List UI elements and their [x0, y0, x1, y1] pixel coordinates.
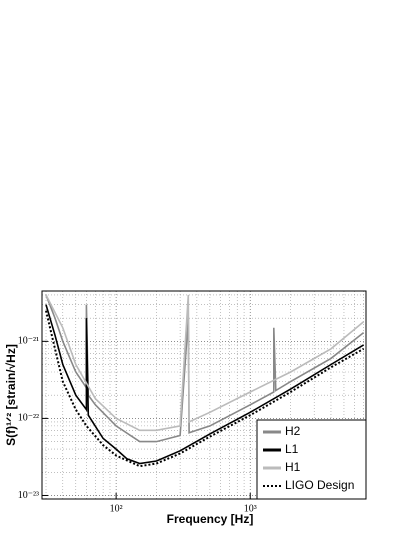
legend-label: LIGO Design: [285, 478, 354, 492]
x-tick-label: 10²: [110, 503, 123, 514]
series-line: [45, 294, 365, 443]
x-tick-label: 10³: [244, 503, 257, 514]
series-line: [45, 294, 365, 432]
y-tick-label: 10⁻²²: [18, 413, 39, 424]
legend-label: H1: [285, 460, 301, 474]
legend-label: H2: [285, 424, 301, 438]
y-tick-label: 10⁻²³: [18, 490, 39, 501]
legend-label: L1: [285, 442, 299, 456]
plot-frame: [41, 290, 367, 500]
series-line: [45, 310, 365, 468]
y-tick-label: 10⁻²¹: [18, 336, 39, 347]
x-axis-label: Frequency [Hz]: [167, 512, 254, 526]
series-line: [45, 304, 365, 465]
y-axis-label: S(f)¹ᐟ² [strain/√Hz]: [4, 344, 18, 446]
